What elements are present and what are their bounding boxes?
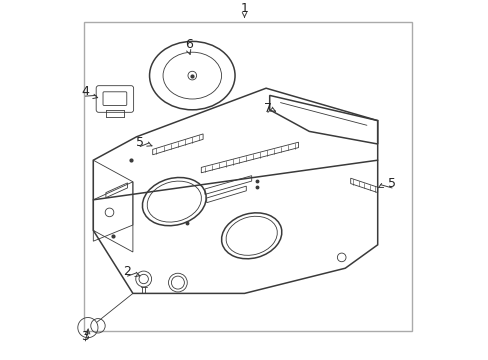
Text: 5: 5: [387, 177, 395, 190]
Text: 2: 2: [123, 265, 131, 278]
Text: 3: 3: [81, 330, 89, 343]
Text: 6: 6: [184, 39, 192, 51]
Bar: [84, 22, 411, 331]
Text: 1: 1: [240, 3, 248, 15]
Text: 7: 7: [264, 102, 271, 114]
Text: 4: 4: [81, 85, 89, 98]
Text: 5: 5: [136, 136, 144, 149]
